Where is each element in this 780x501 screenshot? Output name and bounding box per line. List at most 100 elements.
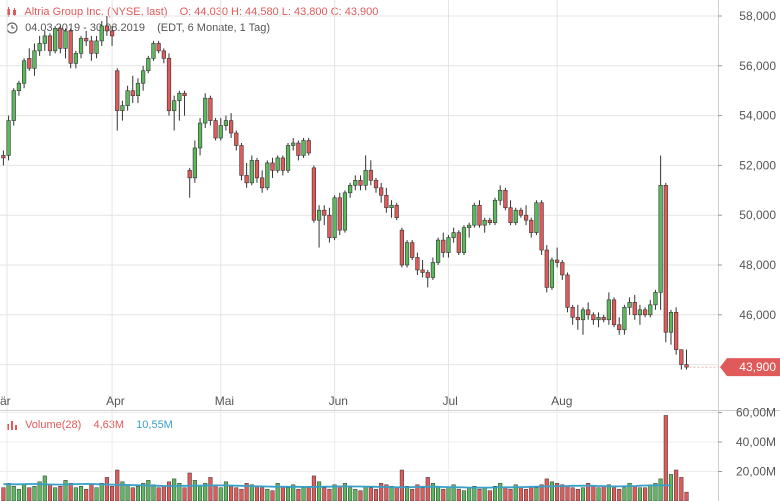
candle xyxy=(591,312,596,325)
volume-bar xyxy=(622,487,627,501)
candle-body xyxy=(135,82,141,96)
candle-body xyxy=(389,204,394,209)
volume-bar xyxy=(648,484,653,501)
volume-bar xyxy=(472,486,477,501)
volume-bar xyxy=(27,487,32,501)
candle xyxy=(32,43,37,76)
volume-bars-icon xyxy=(7,421,17,431)
candle xyxy=(451,227,456,243)
candle xyxy=(223,115,229,131)
candle xyxy=(229,113,234,139)
volume-bar xyxy=(239,488,244,501)
candle xyxy=(430,257,436,280)
volume-bar xyxy=(420,487,425,501)
candle-body xyxy=(301,140,306,156)
candle xyxy=(492,197,498,226)
candle xyxy=(27,48,32,71)
candle-body xyxy=(451,232,456,238)
candle xyxy=(503,187,508,211)
candle-body xyxy=(146,58,151,72)
volume-bar xyxy=(229,486,234,501)
candle xyxy=(58,25,63,54)
volume-bar xyxy=(477,488,482,501)
volume-bar xyxy=(643,487,648,501)
volume-bar xyxy=(135,486,140,501)
candle xyxy=(84,30,89,46)
candle-body xyxy=(658,185,663,293)
volume-bar xyxy=(11,486,16,501)
candle-body xyxy=(430,262,436,278)
y-tick-label: 46,000 xyxy=(739,308,776,322)
volume-value: 4,63M xyxy=(93,419,125,431)
x-tick-label: Jul xyxy=(442,394,457,408)
candle xyxy=(6,115,11,161)
candle-body xyxy=(21,60,27,84)
candle xyxy=(622,304,627,335)
candle xyxy=(606,292,611,325)
volume-bar xyxy=(104,477,109,501)
volume-bar xyxy=(637,487,642,501)
candle-body xyxy=(415,257,420,271)
candle xyxy=(332,195,337,241)
volume-bar xyxy=(518,487,523,501)
volume-bar xyxy=(441,488,446,501)
candle-body xyxy=(373,180,379,189)
candle xyxy=(327,207,332,243)
y-tick-label: 48,000 xyxy=(739,258,776,272)
candle-body xyxy=(73,53,78,64)
candle xyxy=(435,237,441,265)
candle xyxy=(410,240,415,261)
candle xyxy=(135,78,141,104)
candle-body xyxy=(47,35,53,52)
candle-body xyxy=(177,92,182,101)
candle-body xyxy=(27,58,32,69)
candle xyxy=(99,20,104,46)
candle xyxy=(234,130,239,151)
candle-body xyxy=(611,299,617,326)
y-tick-label: 58,000 xyxy=(739,9,776,23)
volume-bar xyxy=(492,486,498,501)
volume-bar xyxy=(58,486,63,501)
volume-bar xyxy=(405,486,410,501)
volume-bar xyxy=(348,487,353,501)
last-price-label: 43,900 xyxy=(739,360,776,374)
candle-body xyxy=(472,204,477,226)
candle-body xyxy=(296,142,301,156)
candle-body xyxy=(63,30,68,49)
candle xyxy=(373,177,379,193)
volume-bar xyxy=(192,480,197,501)
volume-bar xyxy=(296,488,301,501)
volume-bar xyxy=(22,484,27,501)
candle-body xyxy=(648,304,653,316)
candle xyxy=(523,205,529,226)
candle xyxy=(68,28,73,69)
candle xyxy=(389,200,394,218)
candle-body xyxy=(560,262,565,276)
x-tick-label: Mai xyxy=(215,394,234,408)
instrument-name: Altria Group Inc. (NYSE, last) xyxy=(24,6,168,18)
candle xyxy=(254,157,260,183)
candle xyxy=(565,272,570,313)
candle xyxy=(146,55,151,74)
candle xyxy=(166,53,172,116)
candle-body xyxy=(477,204,482,226)
candle-body xyxy=(441,239,446,253)
volume-bar xyxy=(410,488,415,501)
candle-body xyxy=(674,312,679,350)
candle xyxy=(487,217,492,226)
candlestick-series xyxy=(1,16,689,370)
candle-body xyxy=(84,38,89,42)
candle xyxy=(420,260,425,278)
x-tick-label: Jun xyxy=(329,394,348,408)
volume-bar xyxy=(42,475,47,501)
candle-body xyxy=(166,58,172,111)
volume-bar xyxy=(560,484,565,501)
candle-body xyxy=(11,90,16,121)
candle-body xyxy=(410,242,415,258)
volume-bar xyxy=(187,472,192,501)
volume-bar xyxy=(84,488,89,501)
candle-body xyxy=(172,100,177,111)
volume-series xyxy=(1,415,689,501)
candle xyxy=(508,200,513,226)
candle xyxy=(586,302,591,320)
